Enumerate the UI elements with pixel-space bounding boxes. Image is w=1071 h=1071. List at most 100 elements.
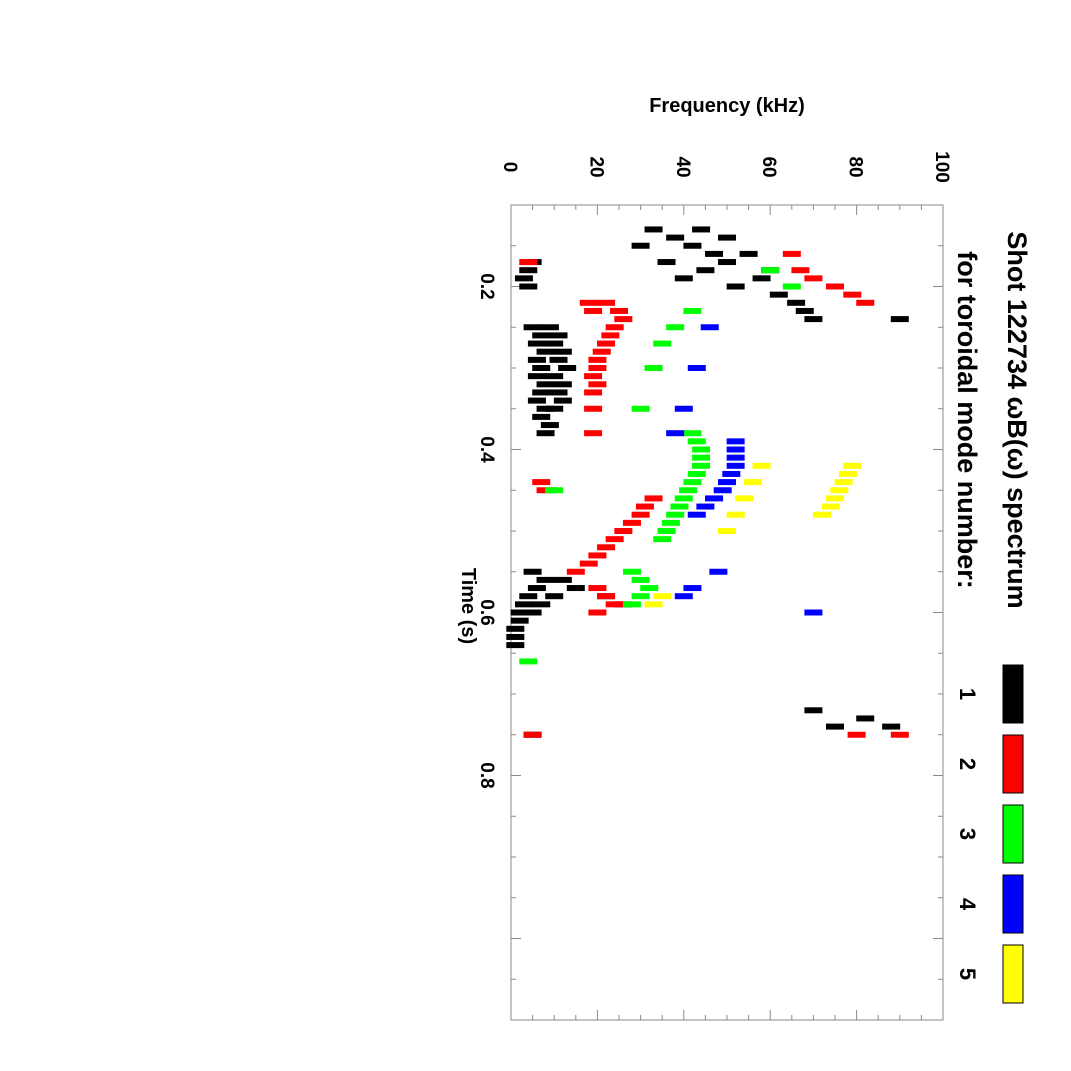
data-point (579, 299, 598, 306)
data-point (666, 430, 685, 437)
data-point (726, 446, 745, 453)
data-point (713, 487, 732, 494)
data-point (506, 642, 525, 649)
freq-tick-label: 80 (845, 156, 866, 177)
data-point (804, 609, 823, 616)
data-point (536, 348, 555, 355)
data-point (514, 275, 533, 282)
legend-label: 4 (955, 898, 980, 911)
data-point (709, 568, 728, 575)
data-point (584, 307, 603, 314)
legend-label: 1 (955, 688, 980, 700)
data-point (631, 576, 650, 583)
data-point (510, 617, 529, 624)
time-tick-label: 0.2 (476, 273, 497, 299)
data-point (631, 405, 650, 412)
data-point (506, 633, 525, 640)
data-point (674, 495, 693, 502)
data-point (830, 487, 849, 494)
data-point (653, 340, 672, 347)
data-point (519, 267, 538, 274)
series-mode-5 (644, 462, 862, 608)
freq-tick-label: 60 (758, 156, 779, 177)
data-point (631, 511, 650, 518)
data-point (597, 299, 616, 306)
data-point (674, 275, 693, 282)
data-point (843, 462, 862, 469)
data-point (566, 585, 585, 592)
data-point (597, 593, 616, 600)
data-point (692, 454, 711, 461)
data-point (718, 234, 736, 241)
data-point (726, 511, 745, 518)
data-point (813, 511, 832, 518)
data-point (670, 503, 689, 510)
data-point (540, 324, 559, 331)
data-point (718, 479, 736, 486)
data-point (622, 519, 641, 526)
data-point (584, 389, 603, 396)
x-axis-title: Time (s) (457, 568, 479, 644)
data-point (549, 332, 568, 339)
data-point (890, 316, 909, 323)
data-point (579, 560, 598, 567)
series-mode-2 (519, 250, 909, 738)
data-point (506, 625, 525, 632)
data-point (605, 536, 624, 543)
data-point (890, 731, 909, 738)
data-point (795, 307, 814, 314)
data-point (644, 495, 663, 502)
data-point (683, 307, 702, 314)
data-point (687, 470, 706, 477)
data-point (743, 479, 762, 486)
data-point (696, 503, 715, 510)
data-point (644, 365, 663, 371)
data-point (666, 234, 685, 241)
data-point (640, 585, 659, 592)
data-point (553, 381, 572, 388)
data-point (558, 365, 577, 371)
legend: 1 2 3 4 5 (955, 664, 1024, 1004)
data-point (856, 715, 875, 722)
data-point (553, 397, 572, 404)
data-point (523, 568, 542, 575)
data-point (592, 348, 611, 355)
data-point (588, 609, 607, 616)
data-point (696, 267, 715, 274)
data-point (657, 259, 676, 266)
data-point (605, 601, 624, 608)
data-point (726, 283, 745, 290)
data-point (679, 487, 698, 494)
data-point (661, 519, 680, 526)
data-point (674, 405, 693, 412)
time-tick-label: 0.6 (476, 599, 497, 625)
data-point (834, 479, 853, 486)
data-point (838, 470, 857, 477)
legend-swatch (1002, 734, 1024, 794)
data-point (856, 299, 875, 306)
data-point (605, 324, 624, 331)
data-point (614, 528, 633, 534)
chart-title-line2: for toroidal mode number: (952, 251, 982, 589)
data-point (588, 585, 607, 592)
data-point (666, 511, 685, 518)
data-point (545, 373, 564, 380)
data-point (532, 413, 551, 420)
data-point (804, 707, 823, 714)
data-point (718, 259, 736, 266)
data-point (631, 593, 650, 600)
data-point (826, 723, 844, 730)
data-point (553, 348, 572, 355)
data-point (735, 495, 754, 502)
chart-title-line1: Shot 122734 ωB(ω) spectrum (1002, 231, 1032, 608)
data-point (718, 528, 736, 534)
data-point (787, 299, 806, 306)
data-point (821, 503, 840, 510)
data-point (692, 446, 711, 453)
data-point (523, 609, 542, 616)
data-point (653, 593, 672, 600)
data-point (601, 332, 620, 339)
data-point (705, 495, 724, 502)
data-point (674, 593, 693, 600)
